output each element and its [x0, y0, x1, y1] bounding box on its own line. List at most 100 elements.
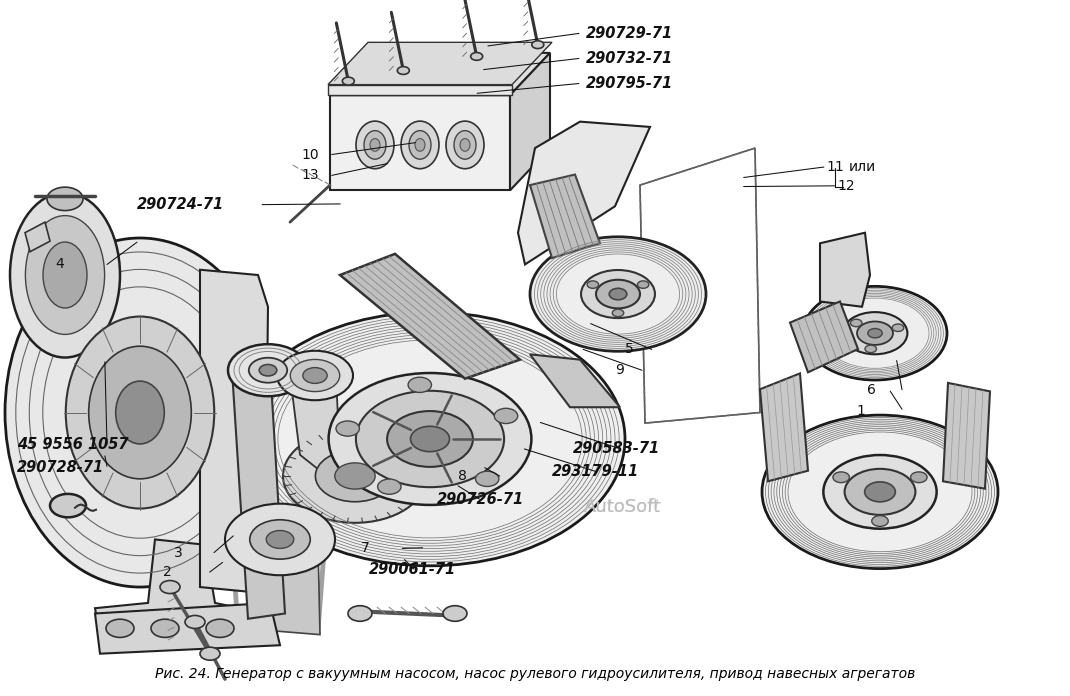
Text: 290729-71: 290729-71 [586, 26, 673, 41]
Text: 290061-71: 290061-71 [369, 562, 456, 577]
Circle shape [235, 312, 625, 566]
Circle shape [316, 450, 395, 502]
Text: 290728-71: 290728-71 [17, 460, 104, 475]
Text: 8: 8 [458, 469, 467, 483]
Text: 290795-71: 290795-71 [586, 76, 673, 91]
Ellipse shape [43, 242, 87, 308]
Circle shape [865, 345, 876, 353]
Ellipse shape [460, 139, 470, 151]
Polygon shape [95, 539, 260, 635]
Circle shape [277, 351, 353, 400]
Circle shape [207, 619, 234, 638]
Polygon shape [330, 53, 550, 95]
Circle shape [587, 281, 598, 288]
Circle shape [802, 286, 947, 380]
Circle shape [106, 619, 134, 638]
Circle shape [47, 187, 83, 211]
Text: 10: 10 [302, 148, 319, 161]
Ellipse shape [5, 238, 275, 587]
Circle shape [50, 494, 86, 517]
Polygon shape [760, 373, 808, 481]
Text: 4: 4 [56, 258, 64, 271]
Polygon shape [232, 365, 285, 619]
Circle shape [378, 479, 401, 494]
Circle shape [596, 280, 640, 308]
Circle shape [185, 615, 205, 628]
Polygon shape [518, 122, 649, 264]
Text: 13: 13 [302, 168, 319, 182]
Circle shape [532, 41, 544, 49]
Circle shape [475, 471, 499, 487]
Text: 1: 1 [856, 404, 865, 418]
Ellipse shape [65, 317, 214, 509]
Circle shape [348, 606, 372, 622]
Ellipse shape [409, 131, 431, 159]
Text: AutoSoft: AutoSoft [584, 498, 661, 516]
Polygon shape [340, 254, 520, 379]
Circle shape [911, 472, 927, 482]
Circle shape [290, 359, 339, 392]
Circle shape [387, 411, 473, 467]
Circle shape [411, 426, 449, 452]
Ellipse shape [454, 131, 476, 159]
Ellipse shape [10, 193, 120, 358]
Ellipse shape [116, 381, 165, 444]
Circle shape [638, 281, 648, 288]
Text: AutoSoft: AutoSoft [584, 498, 661, 516]
Text: 2: 2 [163, 565, 171, 579]
Circle shape [160, 580, 180, 594]
Ellipse shape [415, 139, 425, 151]
Text: 7: 7 [361, 541, 369, 555]
Circle shape [356, 390, 504, 487]
Text: 293179-11: 293179-11 [552, 464, 639, 480]
Circle shape [303, 367, 327, 383]
Ellipse shape [356, 121, 394, 168]
Circle shape [151, 619, 179, 638]
Polygon shape [25, 222, 50, 252]
Circle shape [581, 270, 655, 318]
Text: 11: 11 [826, 160, 844, 174]
Text: 9: 9 [615, 363, 624, 377]
Circle shape [225, 504, 335, 575]
Text: 3: 3 [174, 546, 183, 560]
Text: 6: 6 [867, 383, 875, 397]
Circle shape [865, 482, 896, 502]
Circle shape [342, 77, 354, 85]
Polygon shape [820, 232, 870, 307]
Circle shape [397, 67, 410, 74]
Circle shape [328, 373, 532, 505]
Circle shape [200, 647, 220, 661]
Ellipse shape [26, 216, 105, 334]
Circle shape [259, 365, 277, 376]
Text: 290732-71: 290732-71 [586, 51, 673, 66]
Circle shape [471, 52, 483, 61]
Circle shape [868, 329, 882, 338]
Polygon shape [330, 95, 510, 191]
Text: 290583-71: 290583-71 [572, 441, 659, 456]
Circle shape [530, 237, 706, 351]
Circle shape [266, 530, 294, 548]
Polygon shape [530, 175, 600, 258]
Text: 5: 5 [625, 342, 633, 356]
Polygon shape [510, 53, 550, 191]
Ellipse shape [364, 131, 386, 159]
Circle shape [228, 345, 308, 396]
Circle shape [842, 312, 907, 354]
Ellipse shape [89, 346, 192, 479]
Polygon shape [943, 383, 990, 489]
Polygon shape [790, 301, 858, 372]
Circle shape [282, 429, 427, 523]
Circle shape [832, 472, 850, 482]
Circle shape [823, 455, 936, 529]
Text: 12: 12 [838, 179, 855, 193]
Circle shape [857, 322, 893, 345]
Text: 290724-71: 290724-71 [137, 197, 224, 212]
Circle shape [892, 324, 904, 331]
Polygon shape [328, 42, 552, 85]
Circle shape [609, 288, 627, 300]
Circle shape [336, 421, 360, 436]
Circle shape [872, 516, 888, 526]
Ellipse shape [370, 139, 380, 151]
Text: 290726-71: 290726-71 [437, 491, 523, 507]
Circle shape [612, 309, 624, 317]
